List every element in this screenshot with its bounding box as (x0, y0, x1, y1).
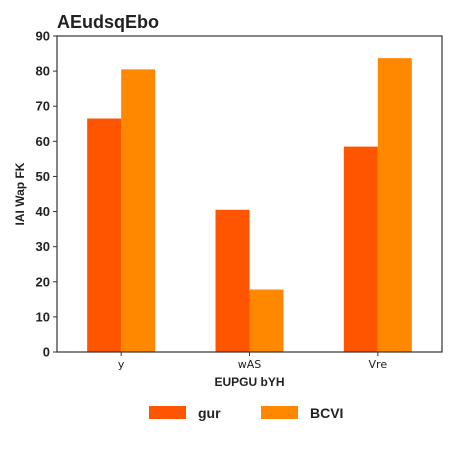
x-axis: y wAS Vre (118, 352, 387, 371)
y-tick-label: 40 (36, 204, 50, 219)
legend-label-gur: gur (198, 405, 221, 421)
y-tick-label: 90 (36, 29, 50, 44)
bars-group (87, 58, 412, 353)
y-tick-label: 20 (36, 274, 50, 289)
x-tick-label: y (118, 358, 125, 371)
chart-title: AEudsqEbo (57, 12, 159, 32)
y-tick-label: 10 (36, 309, 50, 324)
bar-BCVI-wAS (249, 289, 284, 352)
bar-BCVI-y (121, 69, 156, 352)
y-tick-label: 80 (36, 64, 50, 79)
bar-BCVI-Vre (377, 58, 412, 353)
y-tick-label: 50 (36, 169, 50, 184)
bar-gur-wAS (215, 209, 250, 352)
bar-gur-Vre (343, 146, 378, 352)
y-tick-label: 70 (36, 99, 50, 114)
y-tick-label: 0 (43, 345, 50, 360)
x-tick-label: wAS (238, 358, 262, 371)
bar-gur-y (87, 118, 122, 352)
legend-swatch-gur (149, 406, 186, 419)
y-tick-label: 60 (36, 134, 50, 149)
y-axis-label: IAI Wap FK (13, 162, 27, 225)
legend-swatch-BCVI (261, 406, 298, 419)
y-tick-label: 30 (36, 239, 50, 254)
x-tick-label: Vre (369, 358, 388, 371)
legend: gur BCVI (149, 405, 343, 421)
y-axis: 0 10 20 30 40 50 60 70 80 90 (36, 29, 57, 360)
x-axis-label: EUPGU bYH (214, 375, 284, 389)
legend-label-BCVI: BCVI (310, 405, 343, 421)
